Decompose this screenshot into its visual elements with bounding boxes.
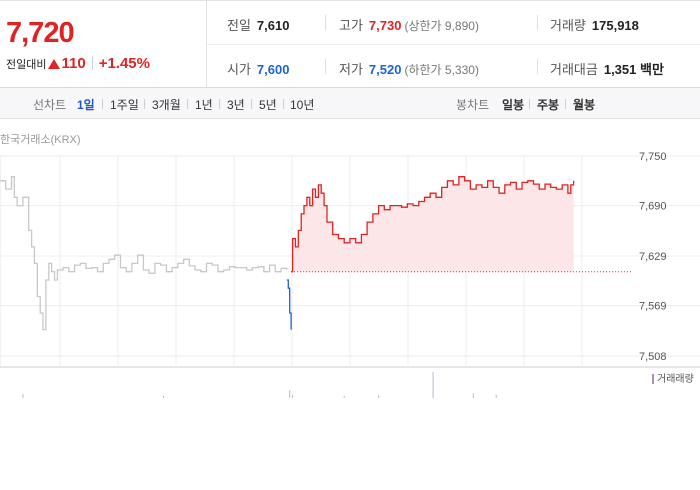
y-tick-label: 7,629 [639,251,667,263]
y-tick-label: 7,750 [639,151,667,163]
change-amount: 110 [61,55,86,72]
prev-close-stat: 전일 7,610 [227,15,289,34]
divider [283,99,284,109]
divider [537,15,538,30]
lower-limit: (하한가 5,330) [404,63,479,77]
change-label: 전일대비 [6,58,47,71]
change-rate: +1.45% [98,55,150,72]
tab-1-week[interactable]: 1주일 [110,98,139,112]
current-price: 7,720 [6,17,75,49]
chart-lines [0,176,631,331]
y-tick-label: 7,508 [639,351,667,363]
chart-area-fill [291,176,574,272]
stat-row-1: 전일 7,610 고가 7,730 (상한가 9,890) 거래량 175,918 [207,1,700,45]
chart-period-tabbar: 선차트 1일 1주일 3개월 1년 3년 5년 10년 봉차트 일봉 주봉 월봉 [0,88,700,119]
open-label: 시가 [227,62,251,77]
tab-1-year[interactable]: 1년 [195,98,213,112]
divider [537,59,538,74]
high-label: 고가 [339,18,363,33]
high-stat: 고가 7,730 (상한가 9,890) [339,15,479,34]
change-line: 전일대비 110 +1.45% [6,55,150,72]
volume-bars [22,372,497,398]
volume-legend-label: 거래래량 [657,373,694,385]
open-value: 7,600 [256,62,290,77]
divider [91,57,93,70]
current-price-box: 7,720 전일대비 110 +1.45% [0,1,207,88]
previous-day-line [0,176,288,331]
tab-weekly-candle[interactable]: 주봉 [537,98,560,112]
divider [219,99,220,109]
tab-monthly-candle[interactable]: 월봉 [573,98,596,112]
candle-chart-label: 봉차트 [456,98,490,112]
low-label: 저가 [339,62,363,77]
volume-legend: 거래래량 [652,373,694,385]
data-source-label: 한국거래소(KRX) [0,134,81,146]
divider [102,99,103,109]
divider [144,99,145,109]
opening-drop-line [286,279,292,330]
stat-row-2: 시가 7,600 저가 7,520 (하한가 5,330) 거래대금 1,351 백만 [207,45,700,88]
price-summary-panel: 7,720 전일대비 110 +1.45% 전일 7,610 고가 7,730 (상한… [0,0,700,88]
divider [529,99,530,109]
divider [325,15,326,30]
tab-5-years[interactable]: 5년 [259,98,277,112]
open-stat: 시가 7,600 [227,59,289,78]
trade-value-stat: 거래대금 1,351 백만 [550,59,664,78]
volume-label: 거래량 [550,18,586,33]
tab-daily-candle[interactable]: 일봉 [502,98,525,112]
tab-1-day[interactable]: 1일 [77,98,95,112]
y-axis: 7,750 7,690 7,629 7,569 7,508 [639,151,667,363]
low-stat: 저가 7,520 (하한가 5,330) [339,59,479,78]
today-area-fill [291,176,574,272]
line-chart-label: 선차트 [33,98,67,112]
divider [251,99,252,109]
chart-gridlines [0,155,700,368]
volume-legend-swatch [652,374,654,384]
divider [187,99,188,109]
tab-3-years[interactable]: 3년 [227,98,245,112]
trade-value-value: 1,351 백만 [603,62,664,77]
low-value: 7,520 [368,62,402,77]
today-price-line [291,176,575,273]
volume-stat: 거래량 175,918 [550,15,639,34]
up-triangle-icon [48,58,61,69]
trade-value-label: 거래대금 [550,62,598,77]
prev-close-label: 전일 [227,18,251,33]
y-tick-label: 7,690 [639,201,667,213]
prev-close-value: 7,610 [256,18,290,33]
tab-3-months[interactable]: 3개월 [152,98,181,112]
volume-value: 175,918 [591,18,639,33]
tab-10-years[interactable]: 10년 [290,98,315,112]
high-value: 7,730 [368,18,402,33]
divider [565,99,566,109]
y-tick-label: 7,569 [639,301,667,313]
divider [325,59,326,74]
upper-limit: (상한가 9,890) [404,19,479,33]
